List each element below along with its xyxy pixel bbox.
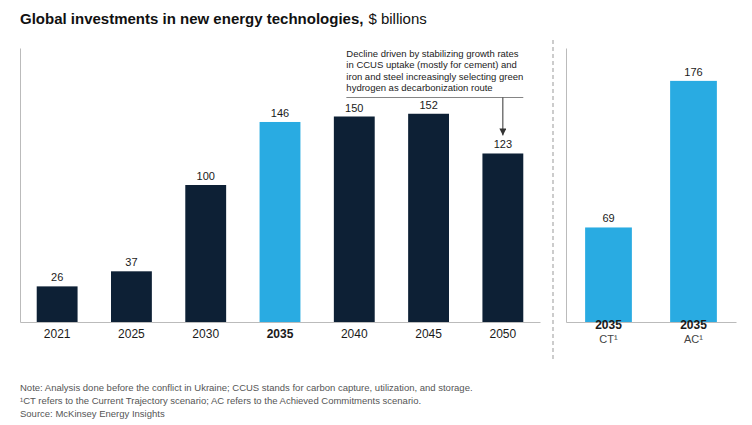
x-tick: 2035AC¹ [680, 318, 707, 345]
x-tick-label: 2045 [415, 327, 442, 341]
bar [670, 81, 717, 322]
x-tick-label: 2050 [490, 327, 517, 341]
bar [37, 286, 78, 322]
data-label: 69 [602, 212, 614, 224]
annotation-line: in CCUS uptake (mostly for cement) and [346, 59, 517, 70]
x-tick: 2035CT¹ [595, 318, 622, 345]
x-tick-label: 2025 [118, 327, 145, 341]
annotation-line: iron and steel increasingly selecting gr… [346, 71, 523, 82]
x-tick-label: 2035CT¹ [595, 318, 622, 345]
y-axis [566, 49, 567, 323]
note-line: ¹CT refers to the Current Trajectory sce… [20, 395, 421, 406]
x-tick-label-line: 2035 [680, 318, 707, 332]
annotation-line: hydrogen as decarbonization route [346, 82, 492, 93]
x-tick-label: 2021 [44, 327, 71, 341]
x-axis: 2035CT¹2035AC¹ [567, 318, 737, 345]
x-tick-label-line: AC¹ [684, 333, 703, 345]
annotation-arrow [502, 98, 503, 136]
note: Note: Analysis done before the conflict … [20, 382, 473, 419]
y-axis-line [566, 49, 567, 323]
x-tick-label: 2035 [267, 327, 294, 341]
data-label: 100 [197, 170, 215, 182]
bar [482, 153, 523, 322]
x-tick: 2050 [490, 322, 517, 341]
y-axis [20, 49, 21, 323]
x-tick: 2040 [341, 322, 368, 341]
bar [334, 117, 375, 323]
bar [111, 271, 152, 322]
x-tick-label: 2030 [192, 327, 219, 341]
x-axis-line [567, 322, 737, 323]
data-label: 26 [51, 271, 63, 283]
separator [553, 40, 554, 362]
x-axis-line [21, 322, 541, 323]
annotation: Decline driven by stabilizing growth rat… [346, 48, 523, 94]
x-tick-label: 2035AC¹ [680, 318, 707, 345]
x-tick-label-line: CT¹ [599, 333, 618, 345]
title: Global investments in new energy technol… [20, 10, 363, 27]
data-label: 37 [125, 256, 137, 268]
data-labels: 26 37 100 146 150 152 123 [51, 99, 512, 284]
bar [185, 185, 226, 322]
bars [37, 114, 524, 322]
annotation-bracket [346, 97, 523, 98]
data-label: 152 [419, 99, 437, 111]
chart-svg: Global investments in new energy technol… [0, 0, 752, 425]
bar [408, 114, 449, 322]
chart-container: Global investments in new energy technol… [0, 0, 752, 425]
x-tick-label-line: 2035 [595, 318, 622, 332]
bars [585, 81, 717, 322]
annotation-line: Decline driven by stabilizing growth rat… [346, 48, 518, 59]
subtitle: $ billions [368, 10, 426, 27]
x-tick-label: 2040 [341, 327, 368, 341]
x-tick: 2035 [267, 322, 294, 341]
x-tick: 2030 [192, 322, 219, 341]
note-line: Source: McKinsey Energy Insights [20, 408, 165, 419]
x-tick: 2025 [118, 322, 145, 341]
x-tick: 2045 [415, 322, 442, 341]
note-line: Note: Analysis done before the conflict … [20, 382, 473, 393]
x-axis: 2021 2025 2030 2035 2040 2045 2050 [21, 322, 541, 341]
bar [585, 227, 632, 322]
data-labels: 69 176 [602, 66, 702, 225]
data-label: 146 [271, 107, 289, 119]
y-axis-line [20, 49, 21, 323]
data-label: 123 [494, 138, 512, 150]
bar [260, 122, 301, 322]
data-label: 176 [684, 66, 702, 78]
x-tick: 2021 [44, 322, 71, 341]
data-label: 150 [345, 102, 363, 114]
